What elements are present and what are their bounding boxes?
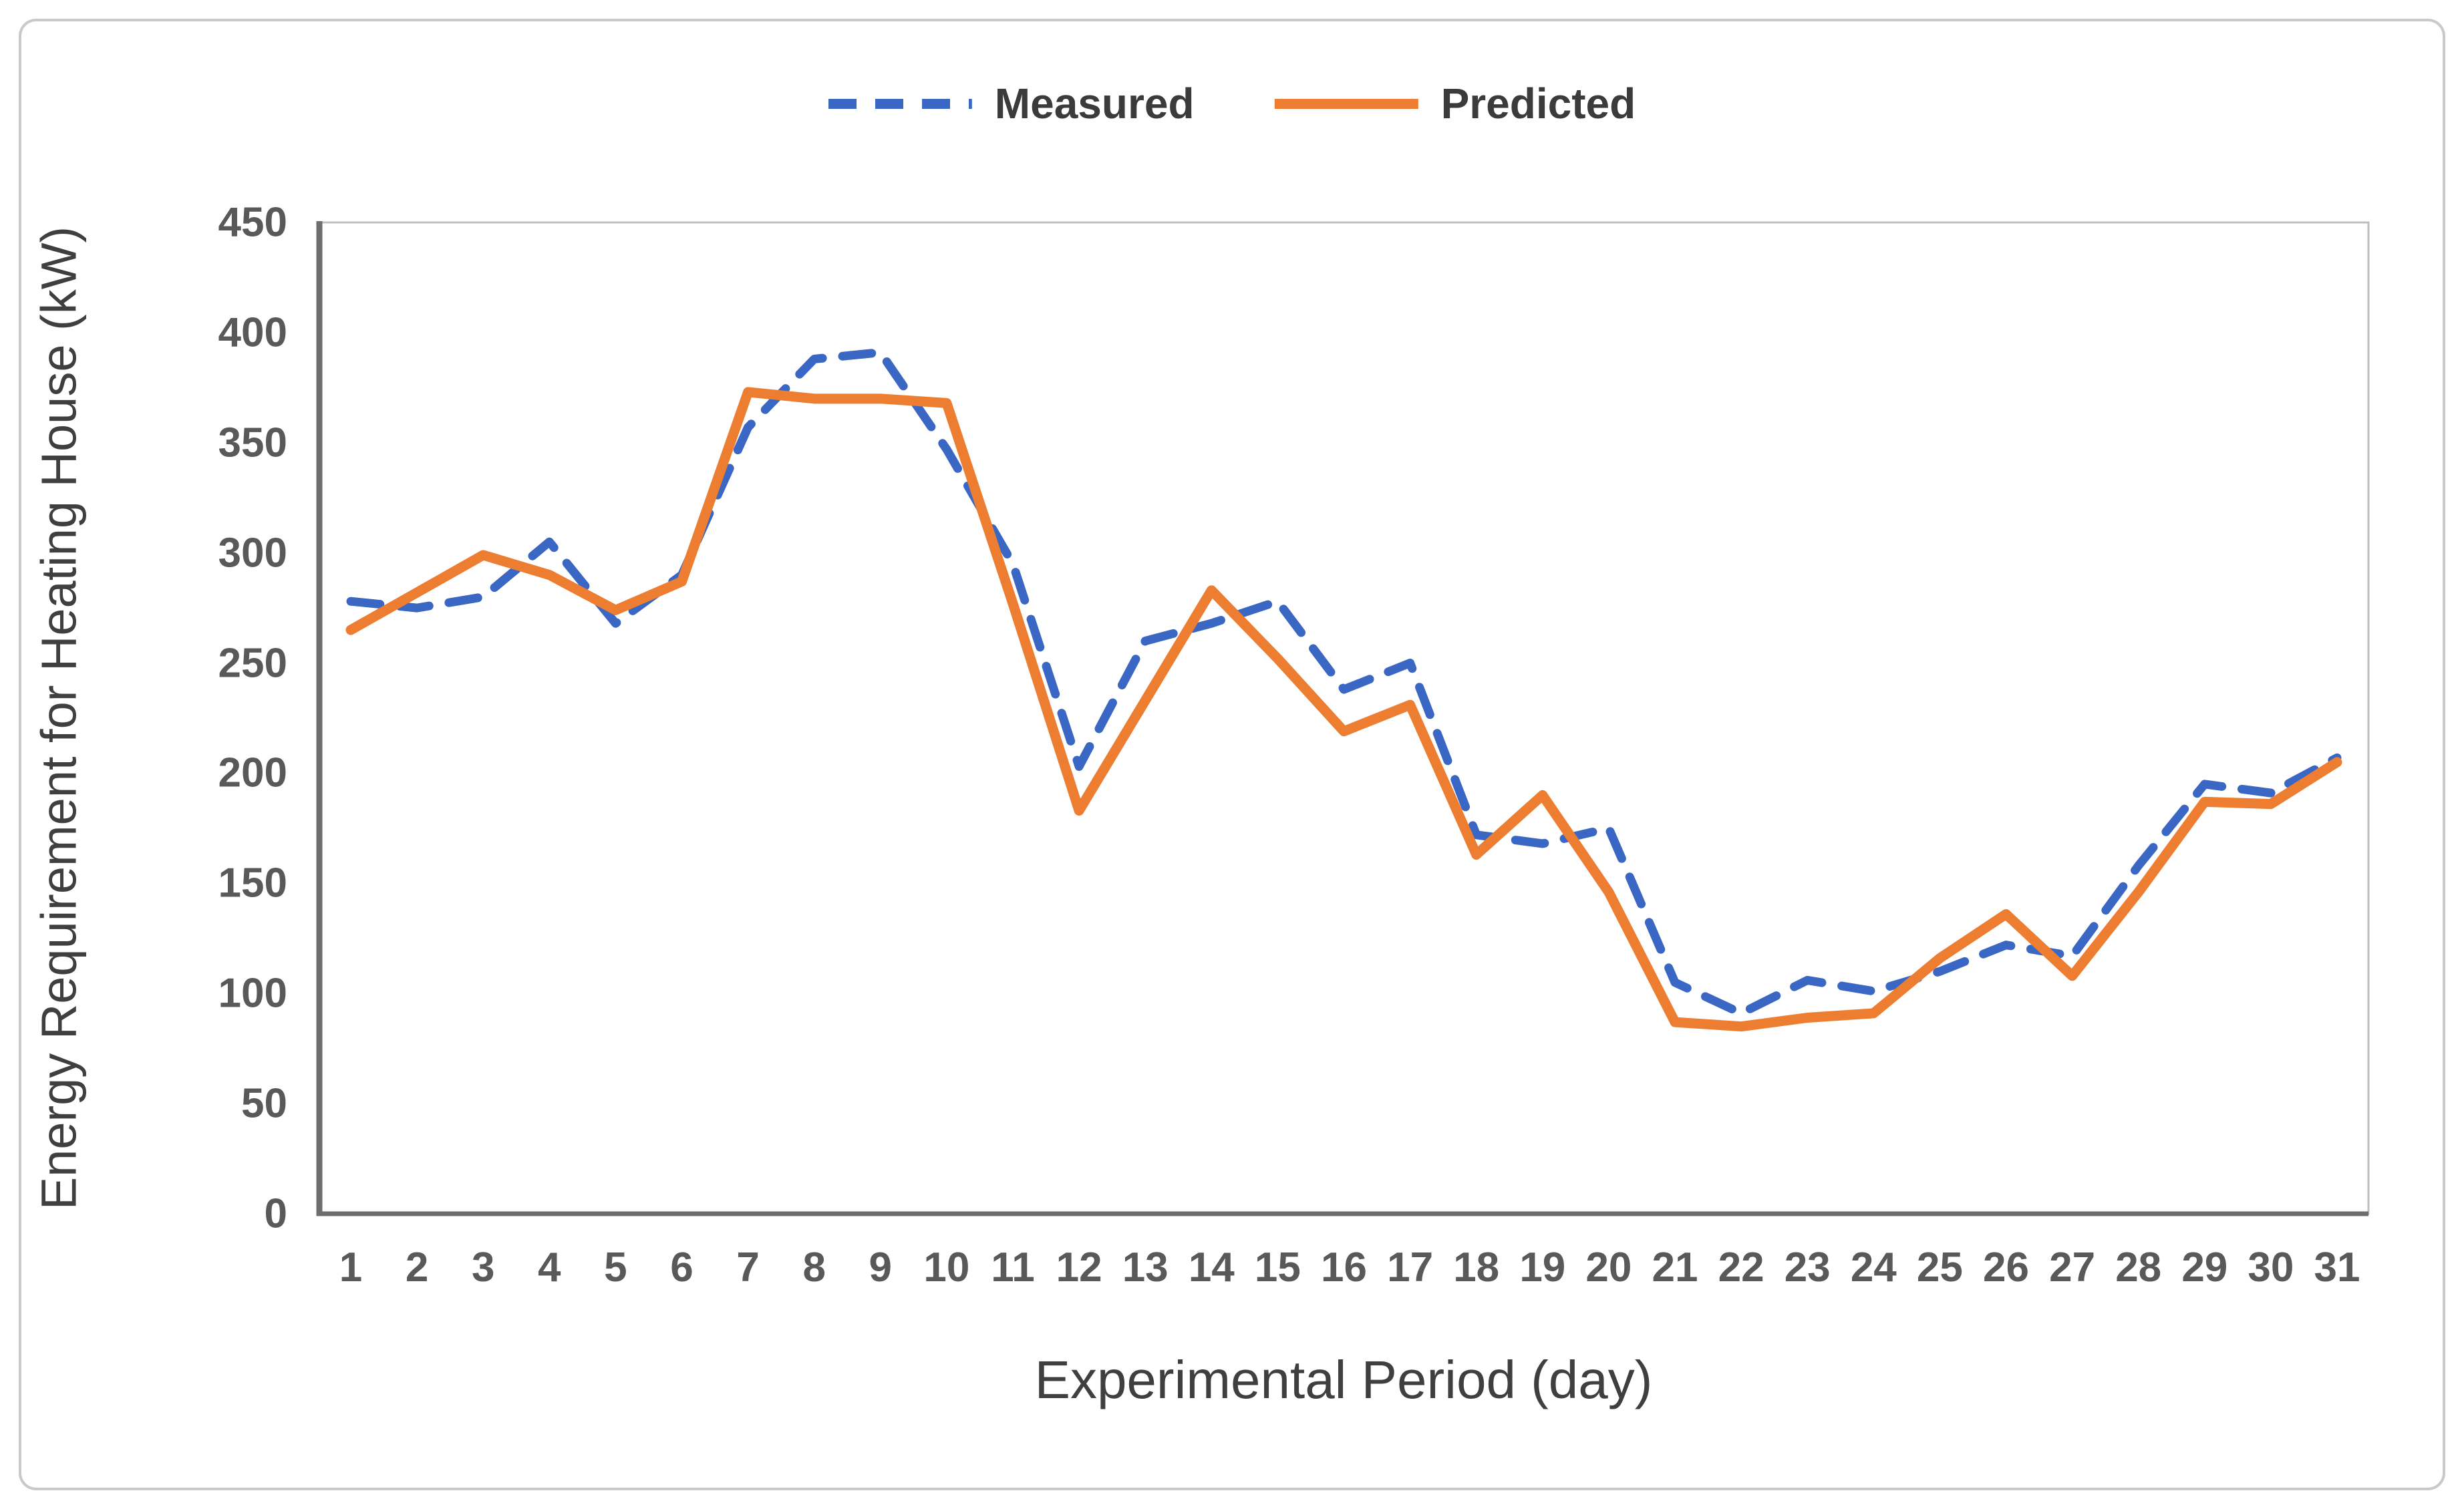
x-tick-label-17: 17 [1387,1244,1434,1291]
x-tick-label-13: 13 [1122,1244,1169,1291]
x-tick-label-27: 27 [2049,1244,2096,1291]
y-tick-label-350: 350 [218,420,287,466]
x-tick-label-10: 10 [923,1244,970,1291]
y-tick-label-0: 0 [264,1190,287,1237]
x-tick-label-26: 26 [1983,1244,2029,1291]
x-tick-label-11: 11 [991,1244,1035,1291]
x-tick-label-9: 9 [869,1244,893,1291]
y-tick-label-250: 250 [218,640,287,687]
legend-item-predicted: Predicted [1274,79,1636,128]
x-tick-label-12: 12 [1056,1244,1102,1291]
y-tick-label-300: 300 [218,530,287,576]
y-tick-label-150: 150 [218,860,287,906]
x-tick-label-28: 28 [2115,1244,2162,1291]
x-tick-label-25: 25 [1916,1244,1963,1291]
x-tick-label-7: 7 [736,1244,760,1291]
x-tick-label-31: 31 [2314,1244,2360,1291]
measured-dashed-line-swatch [828,98,972,109]
legend-item-measured: Measured [828,79,1195,128]
y-tick-label-200: 200 [218,749,287,796]
x-tick-label-21: 21 [1652,1244,1698,1291]
x-axis-title: Experimental Period (day) [1034,1350,1653,1409]
x-tick-label-23: 23 [1784,1244,1831,1291]
x-tick-label-5: 5 [604,1244,627,1291]
y-tick-label-450: 450 [218,199,287,246]
legend-label-predicted: Predicted [1440,79,1636,128]
y-tick-label-400: 400 [218,309,287,356]
x-tick-label-29: 29 [2181,1244,2228,1291]
y-tick-label-100: 100 [218,970,287,1017]
x-tick-label-15: 15 [1254,1244,1301,1291]
x-tick-label-16: 16 [1321,1244,1367,1291]
x-tick-label-19: 19 [1519,1244,1566,1291]
figure-frame [19,19,2445,1490]
x-tick-label-6: 6 [670,1244,694,1291]
x-tick-label-20: 20 [1585,1244,1632,1291]
y-axis-title: Energy Requirement for Heating House (kW… [31,226,87,1210]
x-tick-label-30: 30 [2248,1244,2294,1291]
x-tick-label-3: 3 [471,1244,495,1291]
x-tick-label-8: 8 [802,1244,826,1291]
x-tick-label-2: 2 [405,1244,429,1291]
y-tick-label-50: 50 [241,1080,287,1127]
x-tick-label-1: 1 [339,1244,363,1291]
x-tick-label-4: 4 [538,1244,561,1291]
predicted-line [345,387,2342,1032]
x-tick-label-14: 14 [1188,1244,1235,1291]
x-tick-label-18: 18 [1453,1244,1500,1291]
predicted-solid-line-swatch [1274,98,1418,109]
x-tick-label-22: 22 [1718,1244,1764,1291]
measured-line [346,348,2342,1018]
chart-legend: Measured Predicted [828,79,1636,128]
plot-border [318,221,2370,1215]
x-tick-label-24: 24 [1850,1244,1897,1291]
legend-label-measured: Measured [994,79,1195,128]
